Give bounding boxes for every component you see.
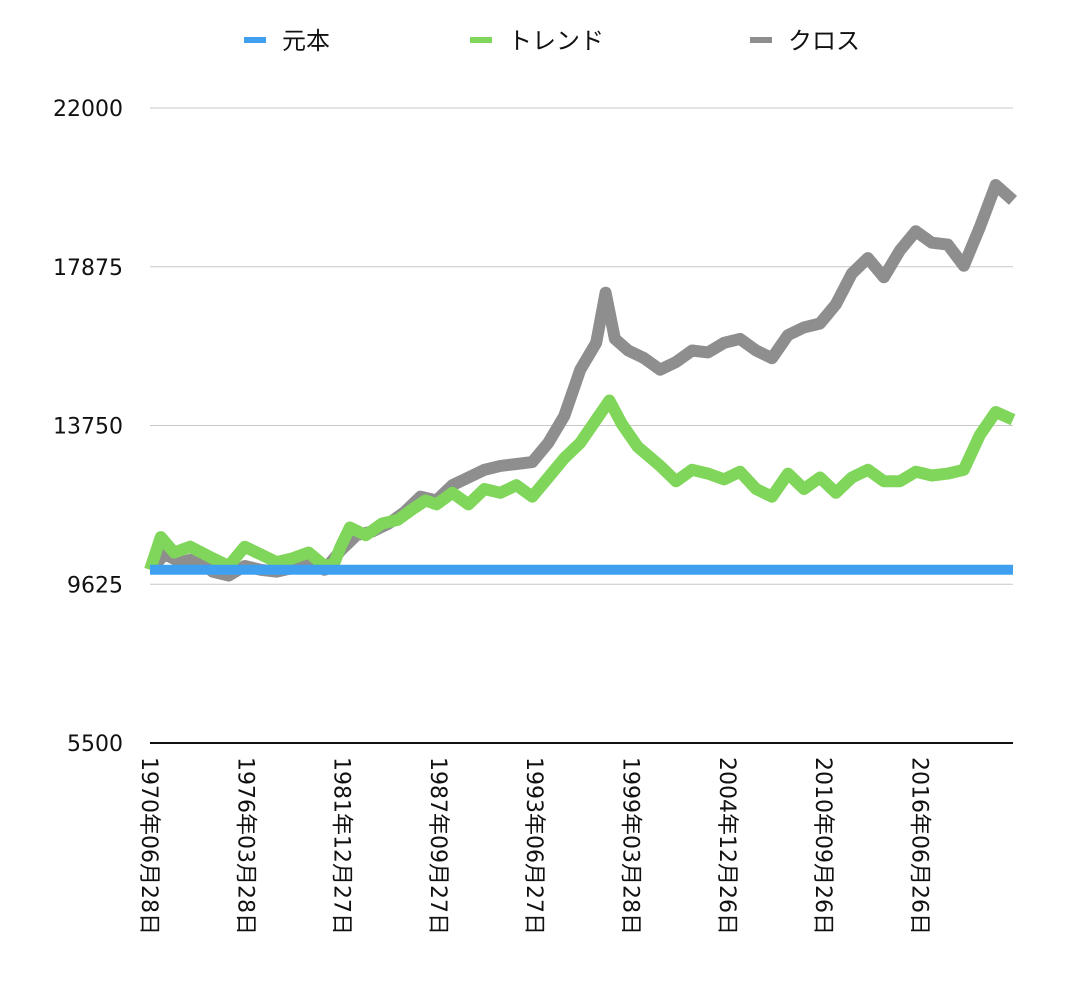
- legend-label: 元本: [282, 27, 330, 55]
- legend-label: トレンド: [508, 27, 604, 55]
- gridlines: [150, 107, 1013, 585]
- x-tick-label: 1970年06月28日: [136, 757, 161, 935]
- x-tick-label: 1999年03月28日: [618, 757, 643, 935]
- x-tick-label: 2016年06月26日: [906, 757, 931, 935]
- series-layer: [144, 179, 1017, 582]
- series-line-2: [145, 179, 1017, 582]
- y-tick-label: 13750: [53, 415, 123, 440]
- series-line-1: [144, 394, 1016, 572]
- x-tick-label: 2004年12月26日: [714, 757, 739, 935]
- y-tick-label: 17875: [53, 256, 123, 281]
- y-tick-label: 22000: [53, 97, 123, 122]
- x-tick-label: 1981年12月27日: [329, 757, 354, 935]
- legend-swatch: [470, 37, 492, 43]
- y-axis-ticks: 22000 17875 13750 9625 5500: [53, 97, 123, 757]
- y-tick-label: 9625: [67, 573, 123, 598]
- legend-label: クロス: [788, 27, 860, 55]
- legend-swatch: [750, 37, 772, 43]
- legend-swatch: [244, 37, 266, 43]
- x-tick-label: 1993年06月27日: [521, 757, 546, 935]
- x-axis-ticks: 1970年06月28日 1976年03月28日 1981年12月27日 1987年09…: [136, 757, 931, 935]
- x-tick-label: 1976年03月28日: [232, 757, 257, 935]
- x-tick-label: 2010年09月26日: [810, 757, 835, 935]
- legend: 元本 トレンド クロス: [244, 27, 860, 55]
- y-tick-label: 5500: [67, 732, 123, 757]
- x-tick-label: 1987年09月27日: [425, 757, 450, 935]
